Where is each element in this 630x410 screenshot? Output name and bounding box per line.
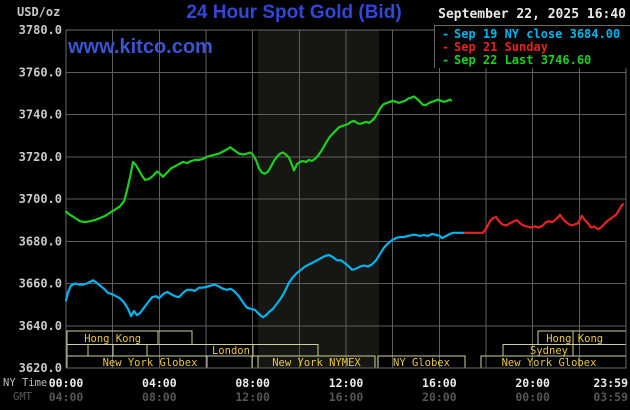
- series-line-sep-22: [64, 95, 453, 224]
- session-label: New York Globex: [103, 357, 198, 369]
- y-axis-tick-label: 3620.0: [19, 361, 62, 375]
- legend-label: Sep 21 Sunday: [454, 40, 548, 54]
- session-label: NY Globex: [393, 357, 450, 369]
- y-axis-tick-label: 3720.0: [19, 150, 62, 164]
- series-line-sep-21-sunday: [463, 203, 625, 234]
- legend-label: Sep 19 NY close 3684.00: [454, 27, 621, 41]
- legend-entry: - Sep 22 Last 3746.60: [435, 54, 630, 67]
- legend-line-marker: -: [442, 53, 450, 67]
- session-label: New York NYMEX: [272, 357, 361, 369]
- legend-line-marker: -: [442, 40, 450, 54]
- plot-border: [65, 29, 627, 369]
- gmt-tick-label: 16:00: [329, 390, 364, 404]
- gmt-tick-label: 03:59: [593, 390, 628, 404]
- kitco-watermark-link[interactable]: www.kitco.com: [68, 36, 213, 58]
- ny-time-tick-label: 20:00: [515, 376, 550, 390]
- legend-line-marker: -: [442, 27, 450, 41]
- gmt-tick-label: 12:00: [235, 390, 270, 404]
- gmt-tick-label: 08:00: [142, 390, 177, 404]
- gmt-tick-label: 04:00: [49, 390, 84, 404]
- y-axis-tick-label: 3700.0: [19, 192, 62, 206]
- ny-time-tick-label: 16:00: [422, 376, 457, 390]
- legend-entry: - Sep 19 NY close 3684.00: [435, 28, 630, 41]
- session-label: London: [212, 345, 250, 357]
- session-box: [87, 343, 114, 357]
- y-axis-tick-label: 3740.0: [19, 108, 62, 122]
- session-label: Hong Kong: [84, 333, 141, 345]
- y-axis-unit-label: USD/oz: [17, 5, 61, 19]
- ny-time-tick-label: 12:00: [329, 376, 364, 390]
- y-axis-tick-label: 3660.0: [19, 277, 62, 291]
- y-axis-tick-label: 3680.0: [19, 234, 62, 248]
- ny-time-tick-label: 23:59: [593, 376, 628, 390]
- session-box: [66, 343, 89, 357]
- series-line-sep-19-ny-close: [64, 231, 467, 319]
- y-axis-tick-label: 3780.0: [19, 23, 62, 37]
- y-axis-tick-label: 3760.0: [19, 65, 62, 79]
- legend-label: Sep 22 Last 3746.60: [454, 53, 592, 67]
- session-label: New York Globex: [502, 357, 597, 369]
- session-label: Hong Kong: [546, 333, 603, 345]
- ny-time-tick-label: 04:00: [142, 376, 177, 390]
- session-box: [112, 343, 148, 357]
- gmt-tick-label: 00:00: [515, 390, 550, 404]
- chart-title: 24 Hour Spot Gold (Bid): [186, 2, 402, 23]
- gmt-axis-label: GMT: [13, 391, 32, 403]
- chart-legend: - Sep 19 NY close 3684.00- Sep 21 Sunday - S…: [434, 25, 630, 68]
- legend-entry: - Sep 21 Sunday: [435, 41, 630, 54]
- session-label: Sydney: [530, 345, 568, 357]
- ny-time-axis-label: NY Time: [3, 377, 48, 389]
- y-axis-tick-label: 3640.0: [19, 319, 62, 333]
- gmt-tick-label: 20:00: [422, 390, 457, 404]
- chart-datetime: September 22, 2025 16:40: [438, 7, 626, 22]
- ny-time-tick-label: 00:00: [49, 376, 84, 390]
- ny-time-tick-label: 08:00: [235, 376, 270, 390]
